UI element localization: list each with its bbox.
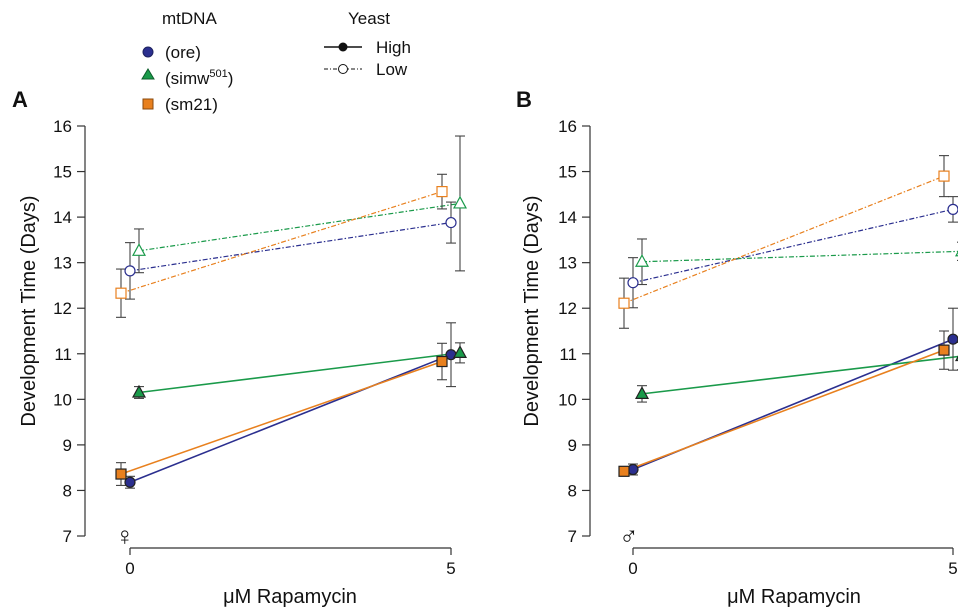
- panel-b-point-simw-high-0: [634, 386, 650, 399]
- panel-b-xtick-label-5: 5: [948, 559, 957, 578]
- panel-b-ylabel: Development Time (Days): [521, 195, 543, 426]
- panel-a-point-ore-low-1: [445, 216, 457, 229]
- panel-b-xlabel: μM Rapamycin: [727, 586, 861, 608]
- legend-simw-label-end: ): [228, 69, 234, 88]
- panel-a-point-simw-high-1: [452, 345, 468, 358]
- panel-b-ytick-label-11: 11: [559, 345, 577, 364]
- panel-b-ytick-label-14: 14: [558, 208, 577, 227]
- panel-a-point-sm21-high-1: [436, 355, 448, 368]
- legend-yeast-title: Yeast: [348, 9, 390, 28]
- panel-a-xtick-label-5: 5: [446, 559, 455, 578]
- panel-a-line-simw-low: [138, 202, 461, 252]
- panel-b-ytick-label-16: 16: [558, 117, 577, 136]
- panel-a-ytick-label-16: 16: [53, 117, 72, 136]
- panel-b-ytick-label-7: 7: [568, 527, 577, 546]
- panel-b-point-ore-high-1: [947, 333, 958, 345]
- panel-a-ytick-label-9: 9: [63, 436, 72, 455]
- panel-a-point-simw-low-0: [131, 243, 147, 256]
- legend: mtDNA (ore) (simw501) (sm21) Yeast High …: [141, 9, 411, 114]
- panel-a-point-simw-low-1: [452, 195, 468, 209]
- panel-b-point-sm21-high-0: [618, 465, 630, 477]
- panel-b-axes: 7 8 9 10 11 12 13 14 15 16 0 5: [558, 117, 958, 578]
- legend-item-sm21: (sm21): [142, 95, 218, 114]
- panel-a-xtick-label-0: 0: [125, 559, 134, 578]
- panel-b-line-ore-low: [632, 208, 954, 284]
- panel-b-line-sm21-high: [623, 349, 945, 473]
- panel-b-point-sm21-low-0: [618, 297, 630, 309]
- panel-b-ytick-label-8: 8: [568, 481, 577, 500]
- legend-simw-marker: [141, 68, 155, 80]
- legend-sm21-label: (sm21): [165, 95, 218, 114]
- panel-a-point-sm21-low-1: [436, 186, 448, 198]
- panel-a-line-ore-low: [129, 221, 452, 272]
- panel-b-line-sm21-low: [623, 175, 945, 304]
- panel-a-ytick-label-7: 7: [63, 527, 72, 546]
- panel-b-ytick-label-15: 15: [558, 163, 577, 182]
- panel-b-sex-symbol: ♂: [619, 521, 639, 551]
- legend-item-simw: (simw501): [141, 68, 233, 88]
- panel-b-marks: [618, 155, 958, 477]
- legend-simw-label-main: (simw: [165, 69, 210, 88]
- legend-high-label: High: [376, 38, 411, 57]
- panel-a-ytick-label-14: 14: [53, 208, 72, 227]
- panel-a-label: A: [12, 87, 28, 112]
- panel-a-line-sm21-low: [120, 191, 443, 294]
- panel-b: B ♂ Development Time (Days) μM Rapamycin…: [516, 87, 958, 608]
- panel-b-label: B: [516, 87, 532, 112]
- panel-a-ytick-label-11: 11: [54, 345, 72, 364]
- legend-item-ore: (ore): [142, 43, 201, 62]
- panel-b-ytick-label-12: 12: [558, 299, 577, 318]
- panel-a-ytick-label-13: 13: [53, 254, 72, 273]
- panel-a-line-ore-high: [129, 353, 452, 483]
- panel-b-point-simw-low-0: [634, 254, 650, 267]
- legend-simw-sup: 501: [209, 68, 227, 80]
- panel-a-ytick-label-15: 15: [53, 163, 72, 182]
- panel-a-ylabel: Development Time (Days): [18, 195, 40, 426]
- legend-sm21-marker: [142, 98, 154, 110]
- panel-b-point-ore-low-1: [947, 203, 958, 215]
- panel-b-line-simw-high: [641, 355, 958, 395]
- panel-a-sex-symbol: ♀: [115, 521, 135, 551]
- legend-low-label: Low: [376, 60, 408, 79]
- panel-a-point-ore-high-0: [124, 476, 136, 488]
- panel-a-xlabel: μM Rapamycin: [223, 586, 357, 608]
- panel-a-point-simw-high-0: [131, 384, 147, 398]
- panel-a-marks: [115, 135, 468, 489]
- legend-mtdna-title: mtDNA: [162, 9, 217, 28]
- panel-b-ytick-label-10: 10: [558, 390, 577, 409]
- panel-b-xtick-label-0: 0: [628, 559, 637, 578]
- panel-a-ytick-label-8: 8: [63, 481, 72, 500]
- panel-a-point-sm21-high-0: [115, 468, 127, 480]
- panel-a: A ♀ Development Time (Days) μM Rapamycin…: [12, 87, 468, 608]
- panel-b-point-sm21-low-1: [938, 170, 950, 182]
- panel-a-point-ore-low-0: [124, 265, 136, 277]
- legend-ore-marker: [142, 46, 154, 58]
- legend-item-low: Low: [324, 60, 408, 79]
- panel-b-line-simw-low: [641, 250, 958, 263]
- legend-low-marker: [338, 64, 348, 74]
- panel-a-point-sm21-low-0: [115, 287, 127, 299]
- legend-high-marker: [338, 42, 348, 52]
- legend-item-high: High: [324, 38, 411, 57]
- panel-a-ytick-label-12: 12: [53, 299, 72, 318]
- legend-simw-label: (simw501): [165, 68, 233, 88]
- panel-b-point-sm21-high-1: [938, 344, 950, 356]
- panel-a-line-simw-high: [138, 352, 461, 394]
- legend-ore-label: (ore): [165, 43, 201, 62]
- panel-a-ytick-label-10: 10: [53, 390, 72, 409]
- panel-a-axes: 7 8 9 10 11 12 13 14 15 16 0 5: [53, 117, 456, 578]
- panel-b-point-ore-low-0: [627, 277, 639, 289]
- panel-a-line-sm21-high: [120, 360, 443, 475]
- panel-b-ytick-label-13: 13: [558, 254, 577, 273]
- panel-b-ytick-label-9: 9: [568, 436, 577, 455]
